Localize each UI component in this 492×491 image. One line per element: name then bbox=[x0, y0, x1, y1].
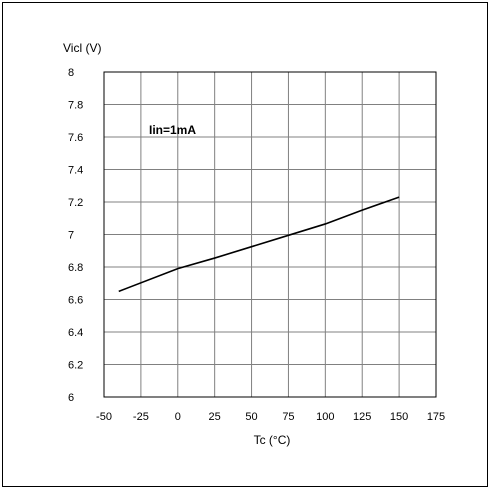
x-tick-label: 175 bbox=[427, 411, 445, 423]
x-tick-label: -25 bbox=[133, 411, 149, 423]
y-tick-label: 6.2 bbox=[68, 360, 83, 372]
y-tick-label: 6 bbox=[68, 392, 74, 404]
x-axis-label: Tc (°C) bbox=[254, 433, 291, 447]
grid bbox=[103, 71, 437, 398]
x-tick-labels: -50 -25 0 25 50 75 100 125 150 175 bbox=[96, 411, 445, 423]
y-tick-label: 7.4 bbox=[68, 165, 83, 177]
y-tick-label: 7 bbox=[68, 230, 74, 242]
y-tick-label: 8 bbox=[68, 67, 74, 79]
series-line-0 bbox=[118, 196, 400, 293]
x-tick-label: 100 bbox=[316, 411, 334, 423]
y-tick-label: 6.8 bbox=[68, 262, 83, 274]
y-tick-label: 6.6 bbox=[68, 295, 83, 307]
y-tick-label: 7.2 bbox=[68, 197, 83, 209]
x-tick-label: 25 bbox=[209, 411, 221, 423]
y-tick-label: 7.6 bbox=[68, 132, 83, 144]
x-tick-label: -50 bbox=[96, 411, 112, 423]
plot-area bbox=[103, 71, 437, 398]
x-tick-label: 150 bbox=[390, 411, 408, 423]
y-tick-labels: 6 6.2 6.4 6.6 6.8 7 7.2 7.4 7.6 7.8 8 bbox=[68, 67, 83, 404]
chart-frame bbox=[2, 2, 488, 487]
y-tick-label: 6.4 bbox=[68, 327, 83, 339]
x-tick-label: 125 bbox=[353, 411, 371, 423]
x-tick-label: 75 bbox=[282, 411, 294, 423]
x-tick-label: 50 bbox=[245, 411, 257, 423]
series-group bbox=[118, 196, 400, 293]
x-tick-label: 0 bbox=[175, 411, 181, 423]
y-axis-label: Vicl (V) bbox=[63, 41, 101, 55]
y-tick-label: 7.8 bbox=[68, 100, 83, 112]
annotation-label: Iin=1mA bbox=[149, 123, 196, 137]
